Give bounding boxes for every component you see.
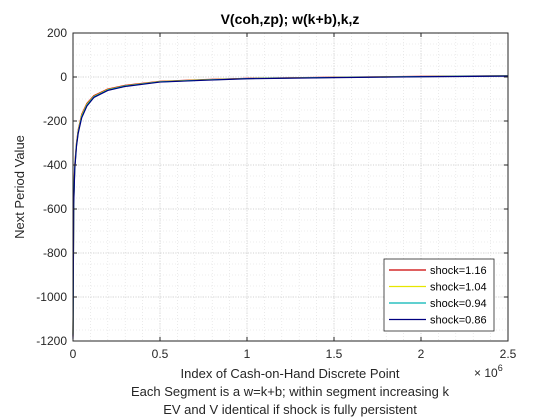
y-tick-label: -1200 <box>36 334 67 348</box>
x-tick-label: 0.5 <box>152 347 169 361</box>
y-tick-label: -800 <box>43 246 67 260</box>
series-layer <box>72 75 509 339</box>
y-axis-label: Next Period Value <box>12 135 27 239</box>
axis-ticks <box>72 32 509 342</box>
x-tick-labels: 0 0.5 1 1.5 2 2.5 <box>70 347 517 361</box>
x-tick-label: 1.5 <box>326 347 343 361</box>
x-tick-label: 1 <box>244 347 251 361</box>
x-tick-label: 2.5 <box>500 347 517 361</box>
series-line-4 <box>72 75 509 339</box>
y-tick-label: 0 <box>60 70 67 84</box>
legend-entry: shock=0.86 <box>430 315 487 327</box>
x-tick-label: 2 <box>418 347 425 361</box>
legend: shock=1.16 shock=1.04 shock=0.94 shock=0.86 <box>383 258 495 332</box>
legend-entry: shock=1.04 <box>430 282 487 294</box>
plot-frame <box>72 32 509 342</box>
y-tick-label: 200 <box>47 26 67 40</box>
x-exponent-label: × 106 <box>474 363 503 380</box>
y-tick-label: -200 <box>43 114 67 128</box>
x-axis-label: Index of Cash-on-Hand Discrete Point <box>181 366 400 381</box>
legend-entry: shock=1.16 <box>430 265 487 277</box>
y-tick-labels: 200 0 -200 -400 -600 -800 -1000 -1200 <box>36 26 67 348</box>
legend-entry: shock=0.94 <box>430 298 487 310</box>
y-tick-label: -600 <box>43 202 67 216</box>
x-tick-label: 0 <box>70 347 77 361</box>
y-tick-label: -400 <box>43 158 67 172</box>
chart-title: V(coh,zp); w(k+b),k,z <box>221 11 360 27</box>
y-tick-label: -1000 <box>36 290 67 304</box>
x-axis-label-line3: EV and V identical if shock is fully per… <box>163 402 417 417</box>
x-axis-label-line2: Each Segment is a w=k+b; within segment … <box>131 384 449 399</box>
